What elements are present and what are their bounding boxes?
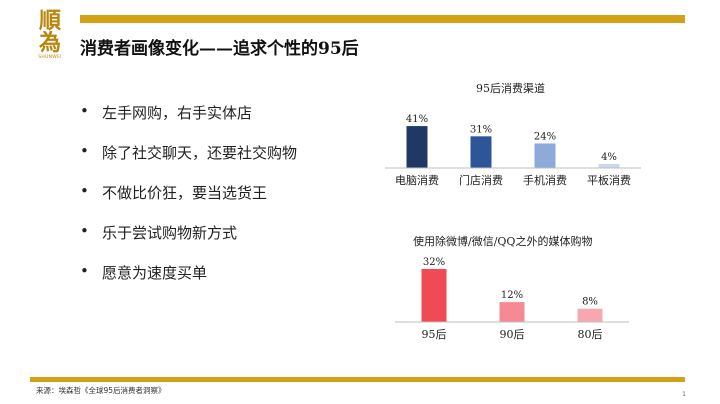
bullet-item: • 不做比价狂，要当选货王 — [80, 182, 297, 222]
chart1-category-label-3: 平板消费 — [587, 173, 631, 187]
logo-glyph-2: 為 — [38, 30, 61, 56]
bullet-list: • 左手网购，右手实体店 • 除了社交聊天，还要社交购物 • 不做比价狂，要当选货王 … — [80, 102, 297, 302]
chart2-category-label-0: 95后 — [422, 328, 447, 341]
chart2-title: 使用除微博/微信/QQ之外的媒体购物 — [413, 235, 593, 248]
chart1-bar-2 — [534, 143, 556, 168]
bullet-dot-icon: • — [80, 262, 89, 280]
chart2-media-bars: 32% 95后 12% 90后 8% 80后 — [395, 257, 629, 341]
bullet-text: 左手网购，右手实体店 — [102, 104, 253, 122]
chart1-bar-1 — [470, 136, 492, 168]
bullet-dot-icon: • — [80, 142, 89, 160]
chart2-value-label-1: 12% — [501, 290, 523, 301]
bullet-dot-icon: • — [80, 182, 89, 200]
bullet-text: 愿意为速度买单 — [102, 264, 208, 282]
source-note: 来源：埃森哲《全球95后消费者洞察》 — [36, 386, 166, 395]
chart2-category-label-2: 80后 — [578, 328, 603, 341]
page-number: 1 — [682, 391, 686, 398]
chart1-bar-3 — [598, 163, 620, 168]
chart2-value-label-2: 8% — [582, 297, 598, 308]
chart1-category-label-0: 电脑消费 — [395, 173, 439, 187]
chart1-value-label-0: 41% — [406, 114, 428, 125]
chart1-title: 95后消费渠道 — [476, 82, 545, 95]
bullet-item: • 乐于尝试购物新方式 — [80, 222, 297, 262]
bullet-text: 不做比价狂，要当选货王 — [102, 184, 268, 202]
bullet-text: 乐于尝试购物新方式 — [102, 224, 238, 242]
chart2-bar-1 — [499, 302, 525, 322]
chart1-category-label-2: 手机消费 — [523, 173, 567, 187]
chart1-channel-bars: 41% 电脑消费 31% 门店消费 24% 手机消费 4% 平板消费 — [385, 114, 641, 187]
header-divider — [80, 15, 685, 23]
bullet-dot-icon: • — [80, 222, 89, 240]
logo-subtitle: SHUNWEI — [38, 55, 62, 60]
bullet-text: 除了社交聊天，还要社交购物 — [102, 144, 298, 162]
chart2-value-label-0: 32% — [423, 257, 445, 268]
slide-title: 消费者画像变化——追求个性的95后 — [80, 39, 359, 59]
logo-glyph-1: 順 — [38, 8, 61, 34]
footer-divider — [30, 377, 685, 382]
bullet-dot-icon: • — [80, 102, 89, 120]
chart1-value-label-1: 31% — [470, 124, 492, 135]
chart1-bar-0 — [406, 126, 428, 168]
chart2-bar-2 — [577, 308, 603, 322]
bullet-item: • 愿意为速度买单 — [80, 262, 297, 302]
bullet-item: • 除了社交聊天，还要社交购物 — [80, 142, 297, 182]
bullet-item: • 左手网购，右手实体店 — [80, 102, 297, 142]
brand-logo: 順 為 SHUNWEI — [30, 10, 70, 60]
chart1-value-label-2: 24% — [534, 131, 556, 142]
chart2-category-label-1: 90后 — [500, 328, 525, 341]
chart1-category-label-1: 门店消费 — [459, 173, 503, 187]
chart1-value-label-3: 4% — [601, 152, 617, 163]
chart2-bar-0 — [421, 268, 447, 322]
